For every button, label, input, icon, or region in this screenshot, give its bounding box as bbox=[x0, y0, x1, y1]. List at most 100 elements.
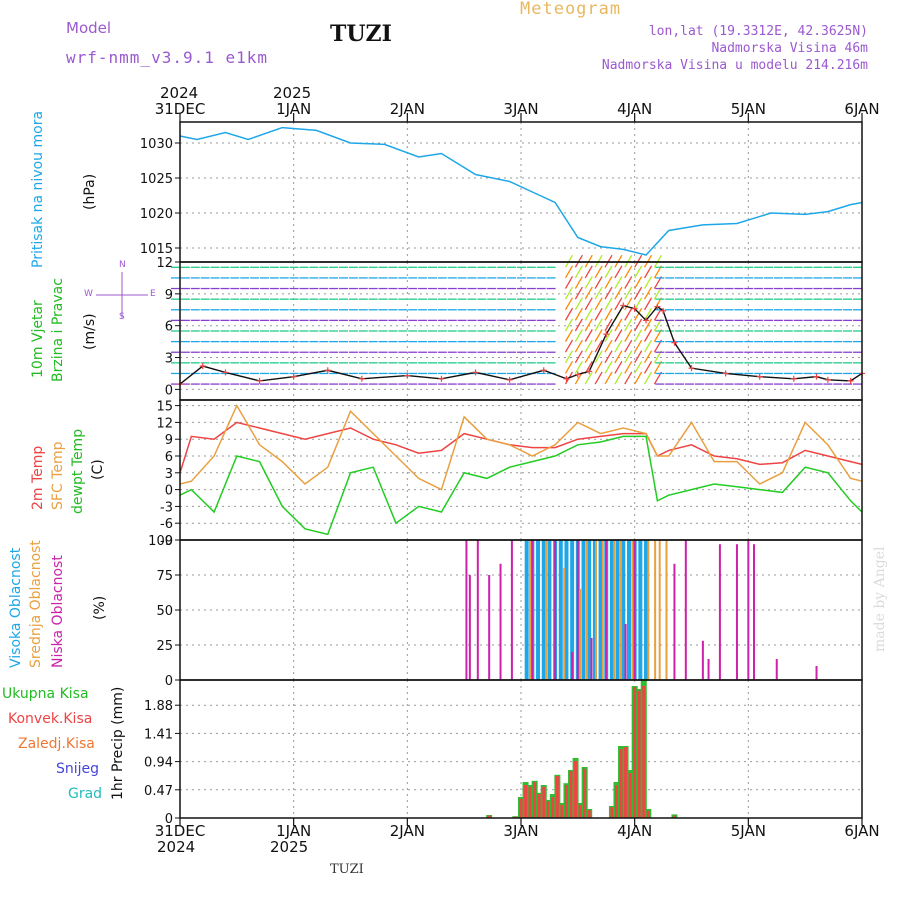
time-axis-label: 2JAN bbox=[389, 100, 425, 118]
wind-barb bbox=[614, 339, 623, 353]
wind-barb bbox=[574, 254, 583, 268]
wind-barb bbox=[584, 265, 593, 279]
wind-barb bbox=[574, 297, 583, 311]
time-axis-label: 3JAN bbox=[503, 100, 539, 118]
wind-barb bbox=[584, 254, 593, 268]
wind-barb bbox=[614, 254, 623, 268]
high-cloud-bar bbox=[536, 540, 541, 680]
low-cloud-bar bbox=[488, 575, 491, 680]
conv-precip-bar bbox=[487, 815, 491, 818]
time-axis-label: 6JAN bbox=[844, 822, 880, 840]
wind-barb bbox=[574, 329, 583, 342]
mid-cloud-bar bbox=[595, 540, 598, 680]
wind-barb bbox=[604, 265, 613, 279]
temperature-tick-label: 9 bbox=[165, 433, 173, 448]
temperature-panel-frame bbox=[179, 399, 863, 541]
wind-barb bbox=[643, 339, 653, 353]
wind-barb bbox=[634, 371, 643, 385]
wind-barb bbox=[564, 276, 574, 289]
wind-barb bbox=[594, 276, 603, 289]
wind-compass-w: W bbox=[84, 289, 93, 299]
wind-barb bbox=[594, 361, 603, 374]
temperature-tick-label: 15 bbox=[156, 400, 173, 415]
low-cloud-bar bbox=[747, 540, 750, 680]
low-cloud-bar bbox=[624, 624, 627, 680]
wind-barb bbox=[604, 339, 613, 353]
mid-cloud-bar bbox=[613, 540, 616, 680]
conv-precip-bar bbox=[587, 810, 591, 818]
time-axis-label: 31DEC bbox=[154, 822, 206, 840]
conv-precip-bar bbox=[560, 804, 564, 818]
time-axis-label: 6JAN bbox=[844, 100, 880, 118]
wind-barb bbox=[574, 318, 583, 332]
high-cloud-bar bbox=[609, 540, 614, 680]
low-cloud-bar bbox=[701, 640, 704, 680]
high-cloud-bar bbox=[615, 540, 620, 680]
wind-barb bbox=[624, 361, 633, 374]
low-cloud-bar bbox=[815, 666, 818, 680]
precip-tick-label: 1.41 bbox=[144, 727, 173, 742]
wind-barb bbox=[643, 371, 653, 385]
wind-barb bbox=[574, 307, 583, 321]
wind-compass-e: E bbox=[150, 289, 156, 299]
wind-barb bbox=[643, 276, 653, 289]
wind-tick-label: 3 bbox=[165, 352, 173, 367]
mid-cloud-bar bbox=[647, 540, 650, 680]
mid-cloud-bar bbox=[658, 540, 661, 680]
top-year-2024: 2024 bbox=[160, 84, 199, 102]
wind-barb bbox=[634, 276, 643, 289]
wind-barb bbox=[624, 307, 633, 321]
wind-barb bbox=[634, 265, 643, 279]
conv-precip-bar bbox=[583, 768, 587, 818]
wind-barb bbox=[584, 276, 593, 289]
conv-precip-bar bbox=[551, 797, 555, 818]
wind-tick-label: 12 bbox=[156, 256, 173, 271]
wind-speed-line bbox=[179, 304, 863, 385]
wind-barb bbox=[614, 371, 623, 385]
wind-barb bbox=[594, 254, 603, 268]
high-cloud-bar bbox=[524, 540, 529, 680]
time-axis-label: 2JAN bbox=[389, 822, 425, 840]
wind-barb bbox=[584, 339, 593, 353]
high-cloud-bar bbox=[587, 540, 592, 680]
time-axis-label: 5JAN bbox=[730, 100, 766, 118]
pressure-line bbox=[179, 126, 863, 256]
conv-precip-bar bbox=[537, 794, 541, 818]
wind-barb bbox=[594, 307, 603, 321]
model-label: Model bbox=[66, 19, 112, 37]
time-axis-label: 1JAN bbox=[276, 822, 312, 840]
cloud-tick-label: 25 bbox=[156, 639, 173, 654]
temperature-tick-label: -9 bbox=[160, 534, 173, 549]
temp-sfc-line bbox=[179, 403, 863, 491]
wind-barb bbox=[584, 286, 593, 300]
low-cloud-bar bbox=[735, 544, 738, 680]
wind-barb bbox=[594, 318, 603, 332]
precip-legend-hail: Grad bbox=[68, 786, 103, 802]
wind-barb bbox=[564, 307, 574, 321]
wind-barb bbox=[643, 350, 653, 364]
temperature-tick-label: 3 bbox=[165, 467, 173, 482]
conv-precip-bar bbox=[578, 804, 582, 818]
wind-barb bbox=[594, 265, 603, 279]
wind-barb bbox=[594, 350, 603, 364]
wind-barb bbox=[564, 329, 574, 342]
wind-barb bbox=[614, 265, 623, 279]
time-axis-label: 4JAN bbox=[617, 100, 653, 118]
precip-tick-label: 0.94 bbox=[144, 756, 173, 771]
wind-barb bbox=[634, 297, 643, 311]
wind-tick-label: 9 bbox=[165, 288, 173, 303]
conv-precip-bar bbox=[672, 815, 676, 818]
high-cloud-bar bbox=[626, 540, 631, 680]
station-title: TUZI bbox=[330, 21, 392, 47]
pressure-tick-label: 1015 bbox=[140, 242, 173, 257]
mid-cloud-bar bbox=[654, 540, 657, 680]
temperature-tick-label: -3 bbox=[160, 500, 173, 515]
conv-precip-bar bbox=[610, 807, 614, 818]
high-cloud-bar bbox=[621, 540, 626, 680]
temperature-tick-label: 0 bbox=[165, 484, 173, 499]
wind-barb bbox=[564, 265, 574, 279]
wind-barbs bbox=[171, 254, 862, 385]
meteogram-title: Meteogram bbox=[520, 0, 622, 19]
low-cloud-bar bbox=[684, 540, 687, 680]
